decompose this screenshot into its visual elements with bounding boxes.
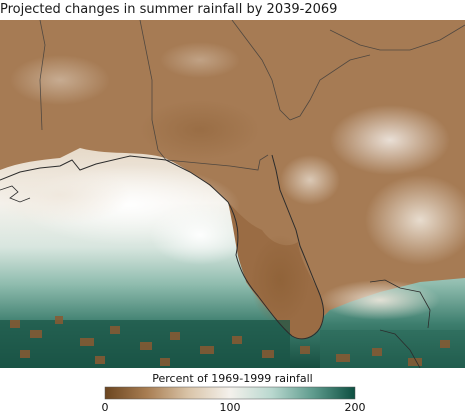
land-pale-patch bbox=[365, 175, 465, 265]
map-title: Projected changes in summer rainfall by … bbox=[0, 2, 338, 17]
gulf-pale-patch bbox=[150, 205, 250, 265]
dry-patch bbox=[250, 235, 310, 325]
legend-tick-max: 200 bbox=[344, 401, 366, 414]
gulf-dark-band bbox=[320, 330, 465, 368]
legend-tick-min: 0 bbox=[101, 401, 109, 414]
land-pale-patch bbox=[160, 42, 240, 78]
legend-title: Percent of 1969-1999 rainfall bbox=[152, 372, 313, 385]
rainfall-map bbox=[0, 20, 465, 368]
coastline bbox=[369, 279, 431, 329]
coastline bbox=[379, 329, 421, 368]
legend-tick-mid: 100 bbox=[219, 401, 241, 414]
boundary-lines bbox=[39, 20, 465, 171]
land-pale-patch bbox=[10, 55, 110, 105]
land-pale-patch bbox=[280, 155, 340, 205]
color-scale-bar bbox=[104, 386, 356, 400]
gulf-pale-patch bbox=[0, 165, 130, 225]
gulf-pale-patch bbox=[320, 280, 440, 320]
coastline bbox=[0, 185, 31, 203]
land-pale-patch bbox=[330, 105, 450, 175]
coastline bbox=[0, 154, 325, 340]
bottom-dry-pixels bbox=[10, 316, 450, 366]
dry-patch bbox=[140, 100, 260, 160]
